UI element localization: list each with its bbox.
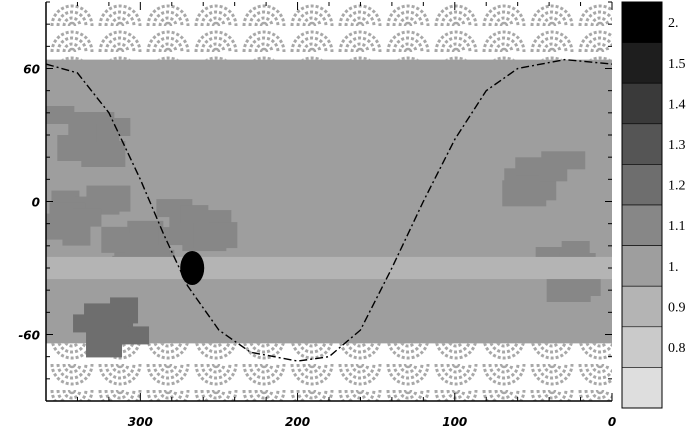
heatmap-patch-cell [193, 222, 238, 249]
heatmap-patch [73, 297, 150, 358]
heatmap-peak [180, 251, 205, 285]
heatmap-patch-cell [101, 226, 130, 253]
heatmap-patch-cell [46, 106, 75, 124]
north-polar-region [46, 2, 612, 60]
colorbar-swatch [621, 164, 663, 206]
x-tick-label: 300 [128, 415, 153, 429]
heatmap-patch-cell [86, 185, 131, 212]
y-tick-label: -60 [18, 329, 40, 343]
colorbar-frame [621, 1, 663, 409]
south-polar-region [46, 343, 612, 401]
colorbar-label: 2. [668, 16, 679, 31]
heatmap-patch-cell [502, 180, 547, 207]
colorbar-label: 1.4 [668, 97, 686, 112]
colorbar-label: 0.8 [668, 341, 686, 356]
heatmap-patch-cell [94, 118, 131, 136]
y-tick-label: 60 [23, 63, 40, 77]
plot-area [46, 2, 612, 401]
colorbar-label: 1.2 [668, 179, 686, 194]
colorbar-swatch [621, 123, 663, 165]
heatmap-patch-cell [84, 303, 129, 330]
y-axis-ticks: 60 0 -60 [18, 63, 40, 343]
x-tick-label: 0 [608, 415, 616, 429]
heatmap-patch-cell [81, 141, 126, 167]
colorbar-label: 1.3 [668, 138, 686, 153]
curve-line [46, 58, 612, 362]
colorbar-swatch [621, 245, 663, 287]
heatmap-patch [156, 199, 238, 252]
colorbar-swatch [621, 326, 663, 368]
x-tick-label: 100 [442, 415, 467, 429]
colorbar-label: 0.9 [668, 300, 686, 315]
colorbar-swatch [621, 204, 663, 246]
heatmap-patch [46, 106, 131, 167]
x-axis-ticks: 300 200 100 0 [128, 415, 616, 429]
colorbar-swatch [621, 285, 663, 328]
heatmap-patch-cell [546, 276, 591, 302]
colorbar-swatch [621, 42, 663, 84]
colorbar-label: 1.5 [668, 57, 686, 72]
heatmap-patch-cell [539, 163, 568, 182]
heatmap-band [46, 256, 612, 280]
heatmap-patch [502, 151, 586, 207]
heatmap-patch-cell [73, 208, 102, 227]
colorbar-label: 1. [668, 260, 679, 275]
colorbar-swatch [621, 1, 663, 43]
colorbar-swatch [621, 82, 663, 125]
y-tick-label: 0 [32, 196, 40, 210]
heatmap-patch-cell [121, 326, 150, 345]
heatmap-patch [46, 185, 131, 246]
heatmap-patch-cell [180, 205, 209, 224]
x-tick-label: 200 [285, 415, 310, 429]
colorbar-label: 1.1 [668, 219, 686, 234]
colorbar-swatch [621, 367, 663, 409]
colorbar: 2. 1.5 1.4 1.3 1.2 1.1 1. 0.9 0.8 [621, 1, 686, 409]
heatmap-patch-cell [68, 124, 97, 142]
axes [45, 1, 613, 402]
